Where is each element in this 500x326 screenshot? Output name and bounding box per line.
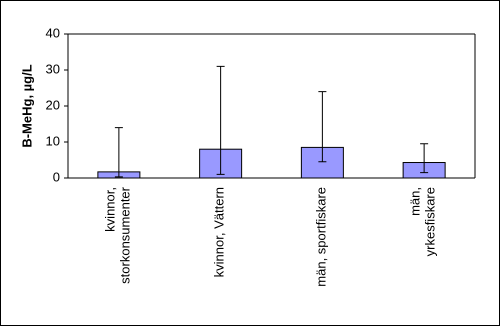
- y-tick-label: 30: [46, 61, 60, 76]
- y-axis-label: B-MeHg, µg/L: [19, 64, 34, 147]
- x-tick-label: kvinnor,storkonsumenter: [103, 186, 133, 283]
- x-tick-label: män,yrkesfiskare: [408, 187, 438, 256]
- error-bar: [216, 65, 225, 175]
- x-tick-label: kvinnor, Vättern: [212, 187, 227, 277]
- x-tick-label: män, sportfiskare: [314, 187, 329, 287]
- y-tick-label: 10: [46, 133, 60, 148]
- error-bar: [318, 91, 327, 163]
- y-tick-label: 0: [53, 169, 60, 184]
- y-tick-label: 40: [46, 25, 60, 40]
- error-bar: [114, 127, 123, 178]
- error-bar: [420, 143, 429, 174]
- y-tick-label: 20: [46, 97, 60, 112]
